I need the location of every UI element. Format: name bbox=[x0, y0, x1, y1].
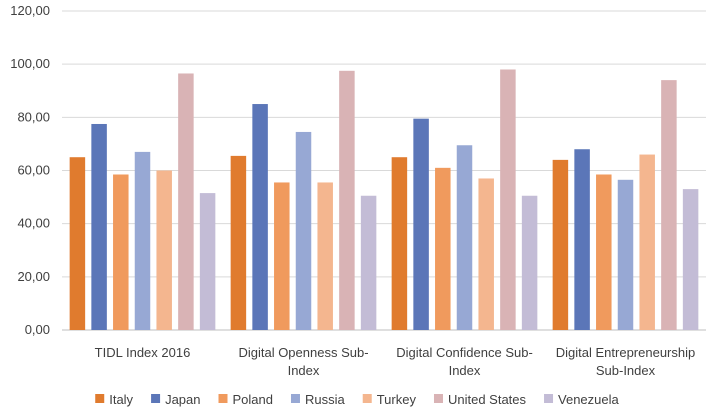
bar-italy bbox=[230, 155, 247, 330]
y-tick-label: 0,00 bbox=[25, 322, 50, 337]
legend-swatch bbox=[151, 394, 161, 403]
legend-item: Japan bbox=[151, 392, 201, 407]
y-tick-label: 100,00 bbox=[10, 56, 50, 71]
bar-russia bbox=[456, 145, 473, 330]
y-tick-label: 60,00 bbox=[17, 163, 50, 178]
bar-poland bbox=[113, 174, 129, 330]
bar-russia bbox=[134, 151, 151, 330]
legend-item: Russia bbox=[290, 392, 346, 407]
bar-japan bbox=[252, 104, 268, 330]
bar-italy bbox=[69, 157, 86, 330]
bar-russia bbox=[617, 179, 634, 330]
legend-item: Turkey bbox=[362, 392, 417, 407]
legend-swatch bbox=[290, 394, 300, 403]
legend-swatch bbox=[362, 394, 372, 403]
legend-swatch bbox=[95, 394, 105, 403]
y-tick-label: 120,00 bbox=[10, 3, 50, 18]
bar-turkey bbox=[639, 154, 655, 330]
legend-item: Poland bbox=[218, 392, 273, 407]
bar-russia bbox=[295, 131, 312, 330]
bar-turkey bbox=[317, 182, 333, 330]
x-category-label: TIDL Index 2016 bbox=[95, 345, 191, 360]
x-category-label: Digital Entrepreneurship bbox=[556, 345, 695, 360]
bar-japan bbox=[413, 118, 429, 330]
legend-label: United States bbox=[448, 392, 527, 407]
bar-turkey bbox=[478, 178, 494, 330]
legend-label: Turkey bbox=[377, 392, 417, 407]
bar-united-states bbox=[178, 73, 194, 330]
x-category-label: Index bbox=[288, 363, 320, 378]
bar-poland bbox=[435, 167, 451, 330]
x-category-label: Digital Openness Sub- bbox=[238, 345, 368, 360]
bar-venezuela bbox=[682, 189, 699, 330]
y-tick-label: 80,00 bbox=[17, 109, 50, 124]
x-category-label: Index bbox=[449, 363, 481, 378]
legend-label: Japan bbox=[165, 392, 200, 407]
x-category-label: Sub-Index bbox=[596, 363, 656, 378]
bar-japan bbox=[574, 149, 590, 330]
legend-swatch bbox=[544, 394, 554, 403]
x-axis: TIDL Index 2016 Digital Openness Sub- Inde… bbox=[95, 345, 696, 378]
bar-venezuela bbox=[521, 195, 538, 330]
legend-label: Poland bbox=[233, 392, 273, 407]
bar-turkey bbox=[156, 170, 172, 330]
bar-poland bbox=[596, 174, 612, 330]
y-tick-label: 40,00 bbox=[17, 216, 50, 231]
x-category-label: Digital Confidence Sub- bbox=[396, 345, 533, 360]
bar-italy bbox=[552, 159, 569, 330]
legend-swatch bbox=[218, 394, 228, 403]
legend-label: Italy bbox=[109, 392, 133, 407]
bar-venezuela bbox=[199, 193, 216, 330]
bar-venezuela bbox=[360, 195, 377, 330]
y-axis: 0,00 20,00 40,00 60,00 80,00 100,00 120,00 bbox=[10, 3, 50, 337]
legend-label: Venezuela bbox=[558, 392, 619, 407]
bar-japan bbox=[91, 123, 107, 330]
bar-poland bbox=[274, 182, 290, 330]
bar-united-states bbox=[500, 69, 516, 330]
legend-item: United States bbox=[433, 392, 527, 407]
legend-label: Russia bbox=[305, 392, 346, 407]
bar-united-states bbox=[339, 70, 355, 330]
legend-item: Italy bbox=[95, 392, 134, 407]
bar-italy bbox=[391, 157, 408, 330]
legend-item: Venezuela bbox=[544, 392, 620, 407]
legend-swatch bbox=[433, 394, 443, 403]
bars-layer bbox=[69, 69, 699, 331]
bar-united-states bbox=[661, 80, 677, 331]
y-tick-label: 20,00 bbox=[17, 269, 50, 284]
legend: Italy Japan Poland Russia Turkey United State… bbox=[95, 392, 620, 407]
